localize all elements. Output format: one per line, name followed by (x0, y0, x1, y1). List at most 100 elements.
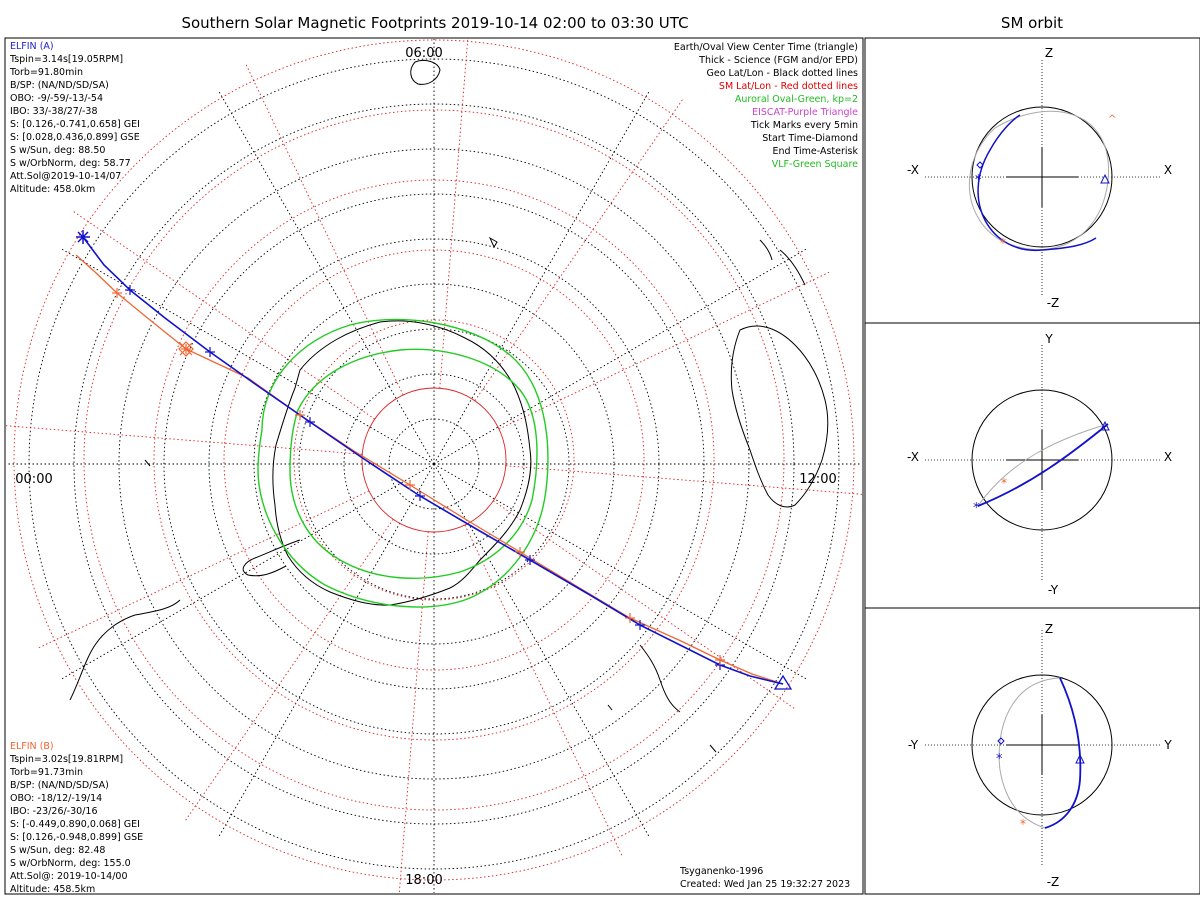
elfin-a-line: S w/Sun, deg: 88.50 (10, 145, 105, 156)
sm-latitude-circle (293, 319, 575, 601)
elfin-b-line: S: [0.126,-0.948,0.899] GSE (10, 832, 143, 843)
elfin-b-info: ELFIN (B) Tspin=3.02s[19.81RPM] Torb=91.… (9, 741, 143, 895)
sm-longitude-line (244, 62, 404, 396)
orbit-panels: Z -Z -X X * * ^ Y -Y -X X * * (864, 37, 1200, 895)
legend-item: Start Time-Diamond (762, 133, 858, 144)
center-triangle (1075, 753, 1085, 764)
geo-longitude-line (61, 248, 435, 465)
elfin-b-line: B/SP: (NA/ND/SD/SA) (10, 780, 109, 791)
legend-item: VLF-Green Square (772, 159, 858, 170)
map-frame (4, 37, 864, 895)
elfin-b-line: Torb=91.73min (9, 767, 83, 778)
islands-east (759, 239, 806, 286)
center-triangle (1100, 420, 1110, 431)
elfin-a-orbit (977, 423, 1109, 507)
sm-longitude-line (464, 524, 624, 858)
sm-longitude-line (498, 270, 832, 430)
start-diamond (976, 161, 984, 169)
australia-coast (730, 325, 829, 508)
sm-longitude-line (439, 39, 469, 389)
sm-longitude-line (493, 500, 797, 711)
legend-item: Thick - Science (FGM and/or EPD) (698, 55, 858, 66)
plot-title: Southern Solar Magnetic Footprints 2019-… (181, 14, 688, 32)
new-zealand-coast (639, 644, 681, 713)
orbit-panel-yz: Z -Z -Y Y * * (908, 622, 1172, 889)
elfin-a-track (82, 236, 784, 685)
antarctica-coast (272, 320, 532, 606)
elfin-b-line: Att.Sol@: 2019-10-14/00 (10, 871, 128, 882)
legend-item: SM Lat/Lon - Red dotted lines (719, 81, 858, 92)
start-diamond (997, 737, 1005, 745)
axis-label-left: -Y (908, 738, 919, 752)
elfin-a-line: B/SP: (NA/ND/SD/SA) (10, 80, 109, 91)
sm-latitude-circle (153, 179, 715, 741)
elfin-a-line: S: [0.028,0.436,0.899] GSE (10, 132, 140, 143)
elfin-a-orbit (977, 114, 1097, 251)
hour-label-right: 12:00 (799, 472, 836, 487)
elfin-b-track (75, 254, 784, 685)
sm-pole-ring (361, 387, 507, 533)
island-small-4 (709, 744, 717, 753)
elfin-a-line: Altitude: 458.0km (10, 184, 95, 195)
axis-label-bottom: -Y (1048, 583, 1059, 597)
elfin-b-line: Tspin=3.02s[19.81RPM] (9, 754, 123, 765)
geo-longitude-line (433, 463, 807, 680)
sm-grid (6, 39, 862, 893)
sm-longitude-line (6, 425, 363, 455)
b-asterisk: * (1000, 236, 1006, 250)
elfin-a-line: OBO: -9/-59/-13/-54 (10, 93, 103, 104)
elfin-b-name: ELFIN (B) (10, 741, 54, 752)
elfin-a-ticks (125, 285, 725, 670)
geo-longitude-line (433, 248, 807, 465)
axis-label-top: Y (1044, 332, 1053, 346)
elfin-a-line: Att.Sol@2019-10-14/07 (10, 171, 121, 182)
earth-circle (971, 674, 1113, 816)
created-credit: Created: Wed Jan 25 19:32:27 2023 (680, 879, 850, 890)
hour-label-left: 00:00 (15, 472, 52, 487)
elfin-b-start-diamond (178, 341, 194, 357)
sm-longitude-line (36, 490, 370, 650)
axis-label-right: X (1164, 163, 1172, 177)
island-small-2 (144, 459, 151, 467)
elfin-a-line: Torb=91.80min (9, 67, 83, 78)
sm-latitude-circle (223, 249, 645, 671)
geo-longitude-line (218, 463, 435, 837)
axis-label-left: -X (907, 163, 919, 177)
elfin-a-info: ELFIN (A) Tspin=3.14s[19.05RPM] Torb=91.… (9, 41, 140, 195)
geo-latitude-circle (343, 373, 525, 555)
orbit-title: SM orbit (1001, 14, 1063, 32)
axis-label-left: -X (907, 450, 919, 464)
hour-label-top: 06:00 (405, 46, 442, 61)
orbit-panel-xz: Z -Z -X X * * ^ (907, 46, 1172, 310)
elfin-b-line: Altitude: 458.5km (10, 884, 95, 895)
sm-longitude-line (183, 519, 394, 823)
earth-circle (971, 389, 1113, 531)
legend-item: End Time-Asterisk (772, 146, 858, 157)
axis-label-bottom: -Z (1047, 296, 1060, 310)
elfin-b-line: OBO: -18/12/-19/14 (10, 793, 102, 804)
end-asterisk: * (975, 173, 982, 188)
elfin-a-end-asterisk (76, 230, 90, 244)
b-asterisk: * (1001, 476, 1007, 490)
sm-longitude-line (398, 531, 429, 893)
legend: Earth/Oval View Center Time (triangle) T… (674, 42, 859, 170)
coastlines (69, 59, 829, 753)
sm-longitude-line (71, 209, 375, 420)
auroral-oval-outer (257, 318, 549, 608)
elfin-a-orbit (1044, 677, 1082, 829)
elfin-b-line: IBO: -23/26/-30/16 (10, 806, 98, 817)
island-small-3 (607, 704, 613, 711)
axis-label-top: Z (1045, 622, 1053, 636)
south-america-coast (69, 599, 181, 701)
end-asterisk: * (996, 752, 1003, 767)
axis-label-right: X (1164, 450, 1172, 464)
sm-longitude-line (474, 97, 685, 401)
legend-item: Auroral Oval-Green, kp=2 (735, 94, 858, 105)
antarctic-peninsula (242, 539, 301, 577)
elfin-b-line: S w/OrbNorm, deg: 155.0 (10, 858, 131, 869)
geo-latitude-circle (118, 148, 750, 780)
geo-latitude-circle (298, 328, 570, 600)
legend-item: Geo Lat/Lon - Black dotted lines (706, 68, 858, 79)
sm-latitude-circle (13, 39, 855, 881)
elfin-b-orbit (977, 423, 1109, 507)
